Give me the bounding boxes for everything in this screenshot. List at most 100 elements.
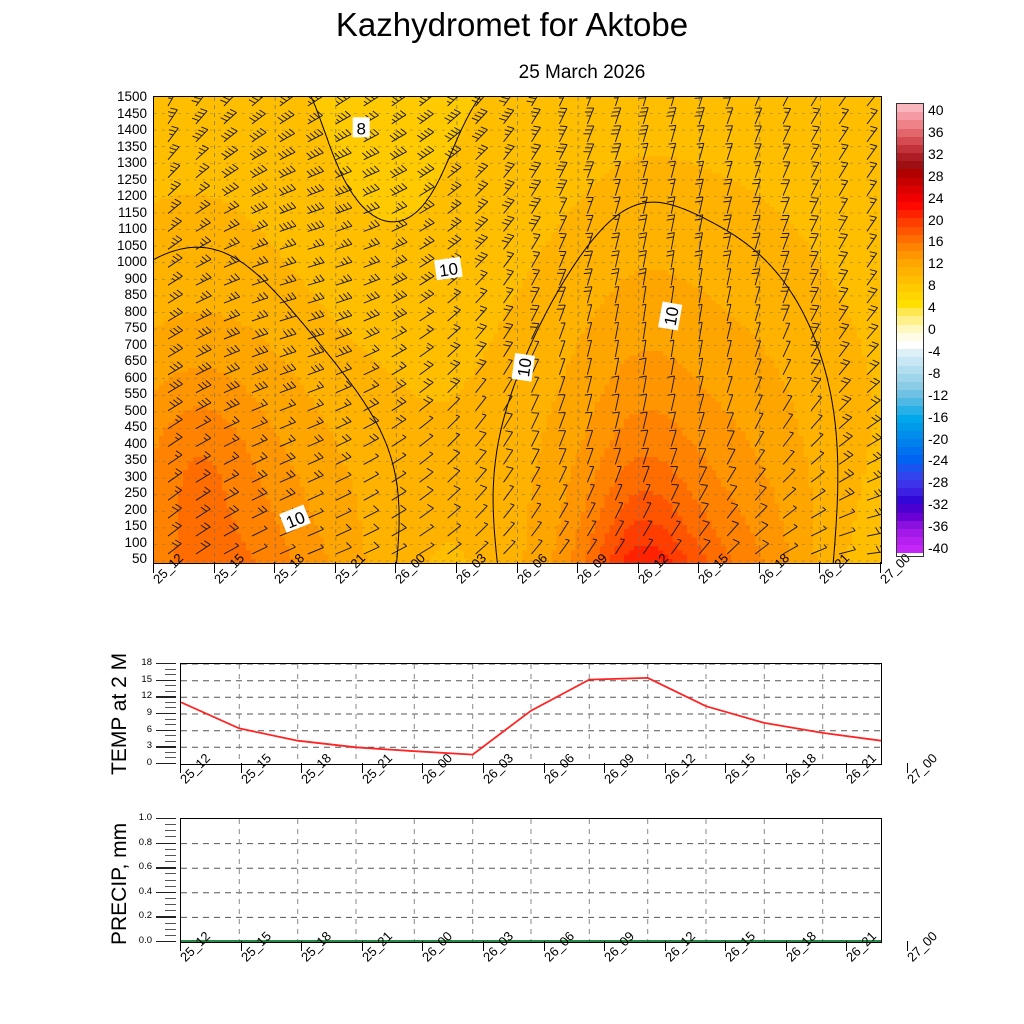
axis-tick	[240, 763, 242, 773]
colorbar-segment	[897, 545, 923, 554]
axis-tick	[361, 941, 363, 951]
main-y-tick-label: 1500	[116, 89, 147, 104]
precip-y-tick-label: 0.2	[138, 910, 152, 922]
main-y-tick-label: 1050	[116, 237, 147, 253]
axis-tick-minor	[165, 690, 176, 692]
axis-tick	[482, 941, 484, 951]
colorbar-segment	[897, 455, 923, 464]
colorbar-segment	[897, 144, 923, 154]
colorbar-tick-label: 20	[928, 211, 944, 228]
temp-y-tick-label: 9	[146, 707, 152, 718]
main-y-tick-label: 800	[124, 303, 147, 319]
colorbar-tick-label: -24	[928, 452, 949, 469]
precip-x-tick-label: 27_00	[904, 928, 941, 965]
colorbar-segment	[897, 161, 923, 170]
axis-tick	[604, 941, 606, 951]
axis-tick	[156, 941, 176, 943]
axis-tick-minor	[165, 934, 176, 936]
colorbar-tick-label: -40	[928, 540, 949, 556]
colorbar-segment	[897, 471, 923, 480]
colorbar-segment	[897, 153, 923, 162]
axis-tick-minor	[165, 830, 176, 832]
axis-tick	[156, 679, 176, 682]
colorbar-segment	[897, 136, 923, 145]
colorbar-segment	[897, 520, 923, 529]
page-subtitle: 25 March 2026	[518, 62, 646, 83]
axis-tick	[543, 941, 545, 951]
temp-y-tick-label: 12	[141, 690, 152, 702]
axis-tick	[455, 562, 457, 573]
axis-tick-minor	[165, 724, 176, 726]
main-y-tick-label: 1000	[116, 254, 147, 269]
axis-tick-minor	[165, 873, 176, 875]
colorbar-tick-label: 36	[928, 123, 944, 140]
axis-tick	[156, 696, 176, 698]
colorbar-segment	[897, 381, 923, 391]
colorbar-segment	[897, 537, 923, 546]
axis-tick-minor	[165, 904, 176, 906]
precip-y-tick-label: 0.8	[138, 836, 152, 848]
main-y-tick-label: 250	[124, 485, 147, 500]
axis-tick	[543, 763, 545, 773]
colorbar-segment	[897, 185, 923, 194]
main-y-tick-label: 50	[131, 551, 147, 566]
axis-tick-minor	[165, 668, 176, 670]
axis-tick-minor	[165, 718, 176, 720]
cross-section-canvas: 8 10 10 10 10	[154, 97, 881, 563]
colorbar-tick-label: -8	[928, 364, 941, 381]
colorbar-segment	[897, 259, 923, 268]
main-y-tick-label: 900	[124, 270, 147, 286]
colorbar-segment	[897, 218, 923, 227]
temperature-cross-section-plot[interactable]: 8 10 10 10 10	[153, 96, 882, 564]
precip-line-canvas	[181, 819, 881, 942]
main-x-axis-labels: 25_12 25_15 25_18 25_21 26_00 26_03 26_06 26_09…	[150, 550, 913, 622]
main-y-tick-label: 1450	[116, 105, 147, 121]
temp-series-line	[181, 676, 881, 756]
colorbar-tick-label: -28	[928, 474, 949, 491]
temp-y-tick-label: 15	[141, 673, 152, 685]
main-y-tick-label: 1200	[116, 188, 147, 203]
colorbar-segment	[897, 202, 923, 211]
colorbar-segment	[897, 275, 923, 284]
colorbar-segment	[897, 267, 923, 276]
colorbar-labels: 40 36 32 28 24 20 16 12 8 4 0 -4 -8 -12 -16 -20 -24 -28 -3…	[928, 96, 998, 566]
axis-tick	[274, 562, 276, 573]
contour-labels: 8 10 10 10 10	[279, 117, 683, 533]
temp-y-axis-labels: 0 3 6 9 12 15 18	[130, 655, 176, 775]
colorbar-tick-label: -12	[928, 386, 949, 403]
axis-tick	[516, 562, 518, 573]
colorbar-segment	[897, 512, 923, 521]
axis-tick	[156, 916, 176, 918]
temp-y-tick-label: 0	[146, 757, 152, 768]
axis-tick	[180, 941, 181, 951]
colorbar-tick-label: 4	[928, 299, 936, 316]
axis-tick-minor	[165, 910, 176, 912]
colorbar-tick-label: 32	[928, 145, 944, 162]
axis-tick-minor	[165, 848, 176, 850]
main-y-tick-label: 1400	[116, 122, 147, 137]
colorbar-segment	[897, 193, 923, 203]
colorbar-segment	[897, 357, 923, 366]
axis-tick	[846, 941, 848, 951]
axis-tick	[395, 562, 397, 573]
colorbar-tick-label: -20	[928, 430, 949, 447]
precip-chart[interactable]	[180, 818, 882, 943]
axis-tick	[301, 763, 303, 773]
precip-panel-label: PRECIP, mm	[108, 822, 131, 945]
colorbar-segment	[897, 291, 923, 301]
main-y-tick-label: 1300	[116, 155, 147, 170]
main-y-tick-label: 850	[124, 287, 147, 302]
main-y-tick-label: 300	[124, 468, 147, 484]
colorbar-tick-label: -16	[928, 408, 949, 425]
colorbar-segment	[897, 112, 923, 121]
axis-tick	[577, 562, 579, 573]
axis-tick	[156, 842, 176, 844]
axis-tick	[156, 891, 176, 894]
axis-tick	[156, 663, 176, 665]
colorbar-segment	[897, 324, 923, 333]
temp-at-2m-chart[interactable]	[180, 663, 882, 765]
axis-tick	[725, 763, 727, 773]
precip-y-tick-label: 0.0	[138, 935, 152, 946]
temp-x-axis-labels: 25_12 25_15 25_18 25_21 26_00 26_03 26_06 26_09…	[177, 750, 940, 818]
colorbar-segment	[897, 300, 923, 309]
